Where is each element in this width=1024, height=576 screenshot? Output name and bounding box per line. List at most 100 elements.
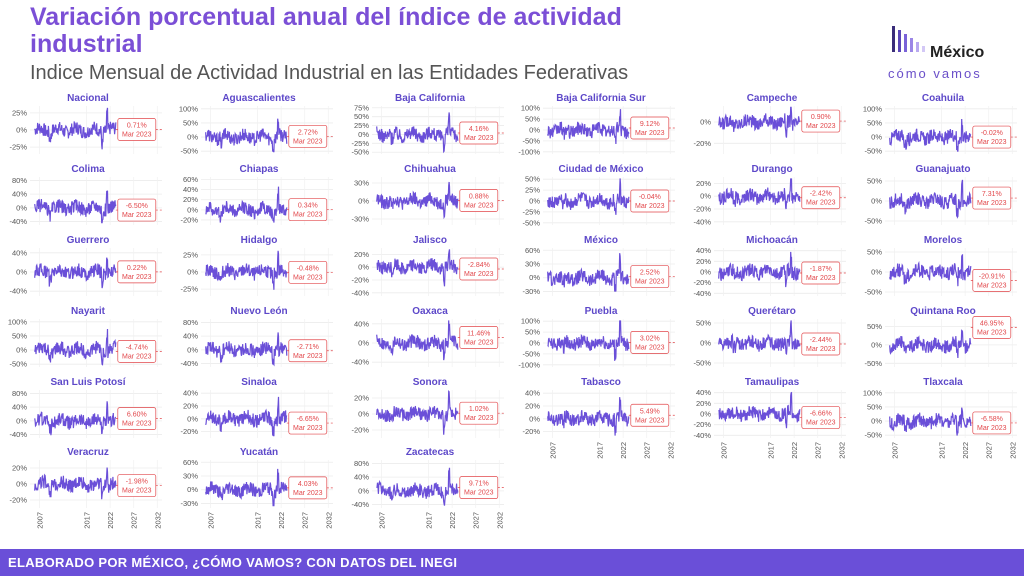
- y-tick-label: 40%: [183, 389, 198, 398]
- x-tick-label: 2007: [206, 512, 215, 529]
- y-tick-label: 20%: [183, 195, 198, 204]
- series-line: [889, 118, 972, 152]
- y-tick-label: 50%: [525, 115, 540, 124]
- x-tick-label: 2032: [837, 442, 846, 459]
- annotation-date: Mar 2023: [977, 282, 1007, 289]
- x-tick-label: 2017: [83, 512, 92, 529]
- y-tick-label: -20%: [351, 276, 369, 285]
- series-line: [547, 109, 630, 145]
- x-tick-label: 2027: [643, 442, 652, 459]
- annotation-value: 5.49%: [640, 408, 660, 415]
- y-tick-label: 50%: [354, 112, 369, 121]
- annotation-date: Mar 2023: [122, 274, 152, 281]
- panel-title: Yucatán: [240, 447, 278, 458]
- annotation-box: [459, 476, 499, 499]
- y-tick-label: -50%: [864, 288, 882, 297]
- annotation-value: -2.42%: [810, 191, 832, 198]
- series-line: [889, 179, 972, 219]
- panel-title: Campeche: [747, 93, 798, 104]
- y-tick-label: 0%: [16, 126, 27, 135]
- y-tick-label: 0%: [871, 340, 882, 349]
- y-tick-label: -50%: [522, 349, 540, 358]
- panel-puebla: Puebla 100% 50% 0%-50% -100% 3.02% Mar 2023: [518, 306, 675, 369]
- y-tick-label: 25%: [12, 108, 27, 117]
- panel-guerrero: Guerrero 40% 0% -40% 0.22% Mar 2023: [9, 235, 162, 296]
- panel-title: Jalisco: [413, 235, 447, 246]
- panel-nacional: Nacional 25% 0% -25% 0.71% Mar 2023: [9, 93, 162, 154]
- y-tick-label: 0%: [871, 417, 882, 426]
- panel-oaxaca: Oaxaca 40% 0% -40% 11.46% Mar 2023: [351, 306, 504, 367]
- x-tick-label: 2027: [985, 442, 994, 459]
- annotation-date: Mar 2023: [635, 344, 665, 351]
- annotation-box: [459, 257, 499, 281]
- panel-title: Michoacán: [746, 235, 798, 246]
- annotation-value: 0.88%: [469, 193, 489, 200]
- annotation-date: Mar 2023: [293, 138, 323, 145]
- panel-san-luis-potosi: San Luis Potosí 80% 40% 0% -40% 6.60% Mar 2023: [9, 377, 162, 439]
- annotation-value: -1.98%: [126, 479, 148, 486]
- x-tick-label: 2022: [106, 512, 115, 529]
- annotation-date: Mar 2023: [122, 421, 152, 428]
- y-tick-label: 0%: [529, 126, 540, 135]
- annotation-date: Mar 2023: [464, 490, 494, 497]
- panel-title: Chihuahua: [404, 164, 456, 175]
- y-tick-label: 0%: [358, 197, 369, 206]
- panel-morelos: Morelos 50% 0% -50% -20.91% Mar 2023: [864, 235, 1017, 297]
- y-tick-label: -20%: [693, 139, 711, 148]
- y-tick-label: 50%: [12, 331, 27, 340]
- annotation-box: [117, 198, 157, 222]
- annotation-box: [117, 407, 157, 430]
- panel-mexico: México 60% 30% 0% -30% 2.52% Mar 2023: [522, 235, 675, 296]
- annotation-box: [630, 403, 670, 427]
- panel-title: Puebla: [585, 306, 618, 317]
- series-line: [376, 181, 459, 220]
- y-tick-label: 0%: [187, 268, 198, 277]
- annotation-value: 0.71%: [127, 123, 147, 130]
- panel-chihuahua: Chihuahua 30% 0% -30% 0.88% Mar 2023: [351, 164, 504, 225]
- y-tick-label: 0%: [16, 268, 27, 277]
- panel-title: Tamaulipas: [745, 377, 800, 388]
- annotation-date: Mar 2023: [122, 132, 152, 139]
- y-tick-label: 0%: [871, 133, 882, 142]
- panel-title: Baja California: [395, 93, 465, 104]
- annotation-box: [972, 186, 1012, 210]
- y-tick-label: -20%: [693, 420, 711, 429]
- annotation-value: -2.44%: [810, 337, 832, 344]
- annotation-box: [630, 116, 670, 140]
- y-tick-label: 50%: [867, 322, 882, 331]
- y-tick-label: 0%: [187, 205, 198, 214]
- series-line: [718, 391, 801, 429]
- y-tick-label: -20%: [180, 215, 198, 224]
- annotation-box: [288, 198, 328, 222]
- annotation-value: 11.46%: [467, 330, 490, 337]
- x-tick-label: 2007: [548, 442, 557, 459]
- y-tick-label: 40%: [696, 388, 711, 397]
- y-tick-label: 50%: [696, 319, 711, 328]
- panel-title: Tlaxcala: [923, 377, 963, 388]
- y-tick-label: 0%: [529, 197, 540, 206]
- y-tick-label: 20%: [354, 250, 369, 259]
- annotation-date: Mar 2023: [635, 279, 665, 286]
- annotation-box: [972, 125, 1012, 149]
- panel-title: Quintana Roo: [910, 306, 976, 317]
- y-tick-label: 50%: [867, 118, 882, 127]
- annotation-value: -4.74%: [126, 344, 148, 351]
- annotation-date: Mar 2023: [464, 202, 494, 209]
- mexico-como-vamos-logo: México cómo vamos: [888, 22, 1008, 82]
- annotation-box: [801, 109, 841, 133]
- y-tick-label: 0%: [16, 480, 27, 489]
- annotation-date: Mar 2023: [464, 339, 494, 346]
- y-tick-label: 0%: [358, 263, 369, 272]
- annotation-box: [117, 118, 157, 141]
- y-tick-label: -50%: [864, 431, 882, 440]
- annotation-value: -6.50%: [126, 203, 148, 210]
- panel-title: Nacional: [67, 93, 109, 104]
- y-tick-label: -100%: [518, 360, 540, 369]
- x-tick-label: 2032: [153, 512, 162, 529]
- annotation-box: [972, 316, 1012, 339]
- annotation-box: [117, 340, 157, 363]
- y-tick-label: 0%: [16, 346, 27, 355]
- y-tick-label: 40%: [183, 185, 198, 194]
- y-tick-label: 30%: [183, 472, 198, 481]
